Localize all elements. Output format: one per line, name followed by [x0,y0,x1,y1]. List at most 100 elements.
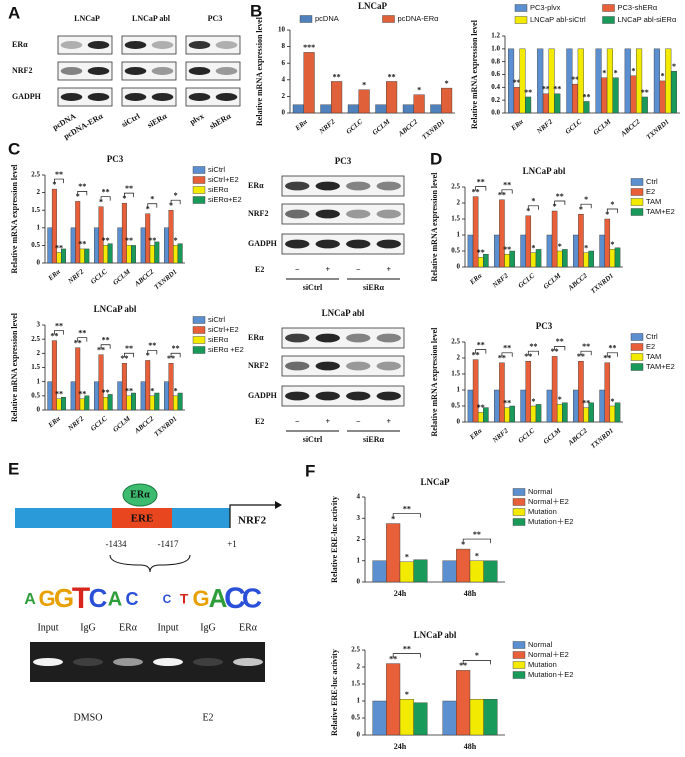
blot-frame [185,87,241,107]
significance-label: ** [477,403,485,412]
bar [467,389,474,423]
y-tick-label: 2 [357,663,361,671]
bar [472,196,479,268]
blot-band [215,67,238,75]
blot-frame [281,355,405,377]
significance-label: * [526,207,530,216]
bar [173,395,179,411]
treatment-label: E2 [255,417,264,426]
legend-label: TAM+E2 [646,207,675,216]
significance-label: * [150,387,154,396]
significance-label: ** [577,352,585,361]
bar [572,83,579,114]
comparison-bracket [100,196,111,201]
bar [177,243,183,264]
blot-frame [281,385,405,407]
legend-label: siCtrl+E2 [208,175,239,184]
y-tick-label: 1.0 [491,44,500,52]
y-tick-label: 4 [357,493,361,501]
bar [604,218,611,268]
significance-label: * [605,210,609,219]
y-tick-label: 2 [282,92,286,100]
gel-band [233,658,263,666]
row-label: ERα [12,40,28,49]
legend-label: siERα +E2 [208,345,244,354]
bar [577,48,584,114]
comparison-bracket [147,203,158,208]
logo-letter: C [224,582,246,615]
bar [530,405,537,423]
logo-letter: C [89,583,108,613]
bar [520,389,526,423]
y-axis-label: Relative mRNA expression level [430,172,439,282]
group-label: siCtrl [303,283,323,292]
significance-label: * [146,351,150,360]
row-label: GADPH [12,92,42,101]
bar [98,206,104,264]
bar [331,81,343,114]
bar [578,213,584,268]
sign: + [325,417,330,426]
comparison-label: ** [473,530,481,539]
significance-label: * [99,198,103,207]
y-tick-label: 2 [457,199,461,207]
significance-label: ** [571,75,579,84]
comparison-label: ** [55,321,63,330]
blot-band [315,361,340,371]
bar [556,404,563,423]
blot-band [87,67,110,75]
y-tick-label: 2.5 [31,171,40,179]
row-label: GADPH [248,391,278,400]
panel-letter: E [8,459,19,478]
bar [140,227,146,264]
y-tick-label: 1 [457,231,461,239]
bar [551,356,558,423]
comparison-label: ** [556,337,564,346]
y-tick-label: 1.2 [491,32,500,40]
significance-label: ** [388,72,396,81]
significance-label: ** [582,92,590,101]
bar [469,560,484,583]
bar [546,389,553,423]
bar [121,202,127,264]
y-tick-label: 0.5 [451,402,460,410]
y-tick-label: 10 [278,26,286,34]
blot-band [376,239,401,249]
significance-label: ** [524,88,532,97]
comparison-label: ** [477,177,485,186]
y-tick-label: 0.2 [491,96,500,104]
logo-letter: G [192,586,209,611]
bar [599,389,605,423]
blot-frame [281,175,405,197]
y-tick-label: 0 [357,578,361,586]
panel-letter: D [430,149,442,168]
blot-frame [57,35,113,55]
blot-frame [185,35,241,55]
blot-band [285,333,310,343]
bar [477,412,484,423]
legend-swatch [630,343,644,351]
tss-arrow [229,504,275,528]
legend-swatch [192,336,206,344]
bar [56,252,62,264]
bar [75,201,81,264]
blot-frame [57,61,113,81]
comparison-bracket [606,208,618,213]
blot-band [346,209,371,219]
comparison-label: ** [102,336,110,345]
significance-label: * [558,395,562,404]
bar [47,381,53,411]
blot-frame [281,327,405,349]
legend-swatch [512,651,526,659]
comparison-label: * [610,200,614,209]
legend-swatch [514,16,528,24]
bar [499,199,505,268]
row-label: ERα [248,181,264,190]
significance-label: *** [303,43,315,52]
significance-label: ** [97,346,105,355]
blot-band [215,93,238,101]
bar [456,670,471,736]
y-tick-label: 0.5 [31,241,40,249]
y-tick-label: 1 [357,556,361,564]
panel-letter: C [8,139,20,158]
